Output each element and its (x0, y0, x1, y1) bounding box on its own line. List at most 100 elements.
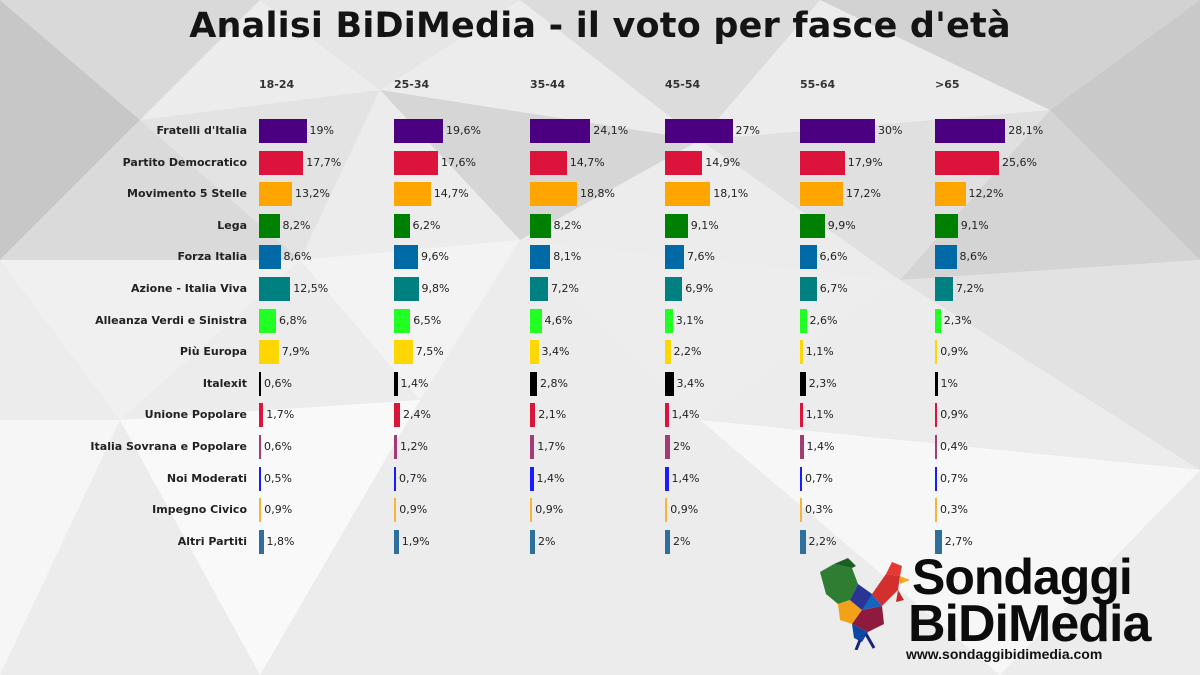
sondaggi-bidimedia-logo: Sondaggi BiDiMedia www.sondaggibidimedia… (812, 552, 1192, 670)
value-label: 0,6% (264, 376, 292, 390)
bar (259, 403, 264, 428)
bar (394, 119, 443, 143)
bar (800, 371, 806, 396)
bar (800, 435, 804, 459)
bar (259, 213, 280, 238)
party-label: Lega (217, 218, 247, 232)
value-label: 6,2% (412, 218, 441, 232)
value-label: 3,4% (541, 345, 570, 359)
value-label: 0,9% (399, 503, 428, 517)
bar (530, 340, 539, 365)
party-label: Impegno Civico (152, 503, 247, 517)
value-label: 7,6% (687, 250, 715, 264)
bar (259, 182, 292, 207)
bar (259, 277, 291, 301)
party-label: Unione Popolare (144, 408, 247, 422)
logo-word-sondaggi: Sondaggi (912, 549, 1133, 605)
bar (394, 466, 396, 491)
value-label: 0,7% (940, 471, 968, 485)
party-label: Movimento 5 Stelle (127, 187, 247, 201)
value-label: 6,5% (413, 313, 442, 327)
bar (665, 245, 684, 270)
value-label: 6,9% (685, 282, 714, 295)
bar (259, 466, 261, 491)
value-label: 0,6% (264, 440, 292, 453)
bar (800, 150, 845, 175)
bar (935, 150, 999, 175)
value-label: 2,7% (944, 534, 973, 548)
party-label: Alleanza Verdi e Sinistra (95, 313, 247, 327)
value-label: 17,9% (847, 155, 883, 169)
value-label: 9,6% (421, 250, 449, 264)
value-label: 8,1% (553, 250, 582, 264)
bar (800, 182, 843, 207)
logo-website-link[interactable]: www.sondaggibidimedia.com (906, 646, 1103, 662)
bar (665, 150, 703, 175)
value-label: 1,4% (400, 376, 429, 390)
value-label: 1,1% (805, 408, 834, 422)
bar (800, 529, 806, 554)
bar (394, 213, 410, 238)
bar (665, 308, 673, 333)
bar (259, 150, 304, 175)
value-label: 1,1% (805, 345, 834, 359)
bar (935, 119, 1006, 143)
bar (665, 403, 669, 428)
party-label: Partito Democratico (122, 155, 247, 169)
bar (394, 529, 399, 554)
value-label: 8,6% (959, 250, 988, 264)
bar (530, 119, 591, 143)
value-label: 2,6% (809, 313, 838, 327)
bar (665, 213, 688, 238)
bar (530, 498, 533, 523)
value-label: 9,8% (421, 282, 450, 295)
party-label: Italia Sovrana e Popolare (90, 440, 247, 453)
value-label: 1,4% (806, 440, 835, 453)
bar (665, 340, 671, 365)
bar (530, 182, 577, 207)
column-header-1: 25-34 (394, 78, 430, 91)
logo-word-bidimedia: BiDiMedia (908, 595, 1151, 653)
value-label: 2,2% (808, 534, 837, 548)
value-label: 1,2% (400, 440, 428, 453)
value-label: 17,2% (846, 187, 881, 201)
party-label: Più Europa (179, 345, 247, 359)
bar (530, 403, 536, 428)
value-label: 13,2% (295, 187, 330, 201)
value-label: 9,1% (960, 218, 989, 232)
value-label: 30% (878, 124, 903, 137)
value-label: 3,4% (676, 376, 705, 390)
value-label: 2,1% (538, 408, 567, 422)
party-label: Forza Italia (177, 250, 247, 264)
column-header-2: 35-44 (530, 78, 566, 91)
bar (530, 150, 567, 175)
value-label: 0,5% (264, 471, 292, 485)
value-label: 2,3% (943, 313, 972, 327)
value-label: 0,4% (940, 440, 968, 453)
bar (530, 529, 535, 554)
bar (394, 308, 411, 333)
bar (800, 277, 817, 301)
bar (800, 245, 817, 270)
value-label: 0,9% (535, 503, 564, 517)
value-label: 6,7% (819, 282, 848, 295)
column-header-3: 45-54 (665, 78, 701, 91)
bar (530, 371, 537, 396)
party-label: Noi Moderati (166, 471, 247, 485)
value-label: 17,6% (441, 155, 476, 169)
bar (259, 371, 261, 396)
value-label: 1,9% (401, 534, 430, 548)
value-label: 2% (538, 534, 556, 548)
value-label: 7,9% (281, 345, 310, 359)
bar (935, 182, 966, 207)
value-label: 14,7% (569, 155, 605, 169)
bar (935, 371, 938, 396)
bar (530, 277, 548, 301)
bar (665, 119, 733, 143)
value-label: 2% (673, 534, 691, 548)
value-label: 0,9% (670, 503, 699, 517)
value-label: 3,1% (675, 313, 704, 327)
bar (259, 245, 281, 270)
bar (530, 308, 542, 333)
value-label: 0,7% (399, 471, 427, 485)
